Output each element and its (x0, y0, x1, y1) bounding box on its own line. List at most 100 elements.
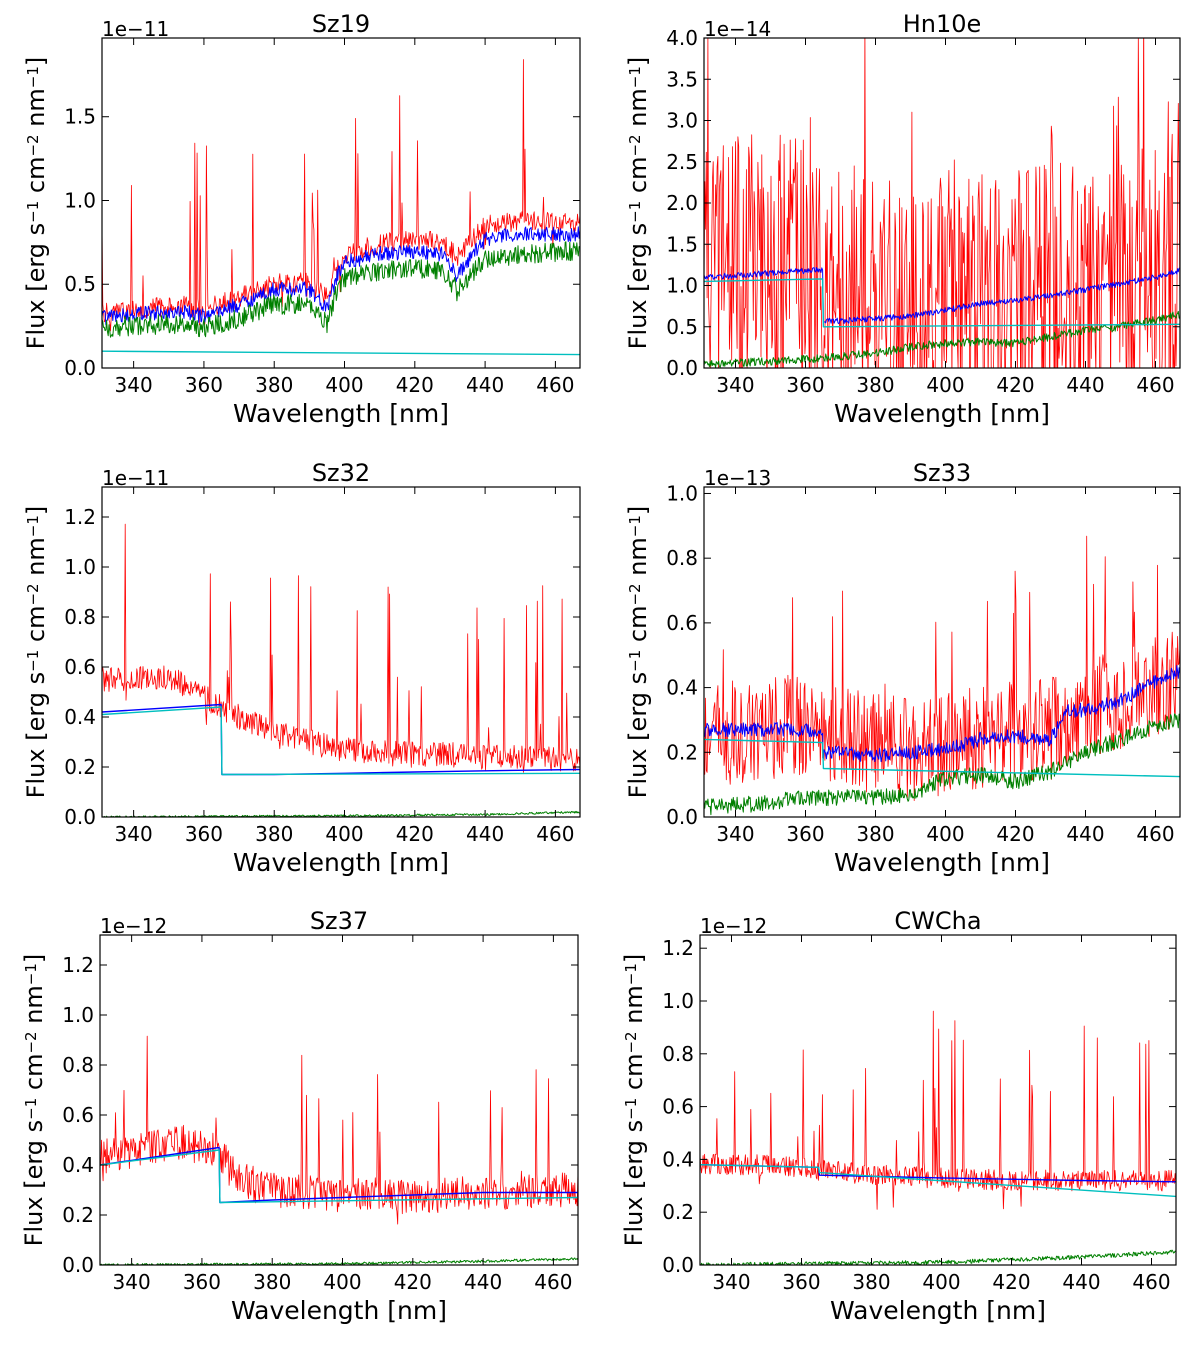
x-tick-label: 420 (396, 373, 434, 397)
series-line-observed (102, 523, 580, 773)
offset-text: 1e−12 (100, 914, 167, 938)
y-tick-label: 0.2 (62, 1203, 94, 1227)
y-tick-label: 0.0 (64, 805, 96, 829)
y-tick-label: 2.0 (666, 191, 698, 215)
chart-title: Hn10e (903, 10, 982, 38)
x-tick-label: 360 (183, 1270, 221, 1294)
chart-panel-cwcha: 340 360 380 400 420 440 460 0.0 0.2 0.4 0.6 0.8 1.0 1… (620, 907, 1177, 1325)
x-tick-label: 460 (534, 1270, 572, 1294)
y-axis-label: Flux [erg s−1 cm−2 nm−1] (22, 57, 50, 350)
series-line-model (102, 226, 580, 326)
y-tick-label: 2.5 (666, 150, 698, 174)
x-tick-label: 420 (992, 1270, 1030, 1294)
series-line-observed (704, 535, 1180, 801)
chart-title: Sz37 (310, 907, 368, 935)
x-tick-label: 440 (466, 373, 504, 397)
plot-area (102, 523, 580, 817)
y-tick-label: 0.2 (64, 755, 96, 779)
x-tick-label: 440 (464, 1270, 502, 1294)
series-line-template (102, 241, 580, 338)
plot-area (704, 38, 1180, 368)
chart-title: Sz32 (312, 459, 370, 487)
plot-area (100, 1035, 578, 1265)
x-tick-label: 380 (255, 822, 293, 846)
y-tick-label: 1.0 (666, 274, 698, 298)
y-tick-label: 0.0 (666, 356, 698, 380)
y-tick-label: 0.6 (62, 1103, 94, 1127)
plot-area (704, 535, 1180, 816)
y-tick-label: 0.0 (62, 1253, 94, 1277)
x-tick-label: 340 (115, 373, 153, 397)
y-tick-label: 0.2 (662, 1200, 694, 1224)
x-tick-label: 400 (323, 1270, 361, 1294)
series-line-template (704, 713, 1180, 816)
y-tick-label: 0.5 (666, 315, 698, 339)
offset-text: 1e−12 (700, 914, 767, 938)
x-tick-label: 460 (1136, 373, 1174, 397)
y-tick-label: 0.5 (64, 272, 96, 296)
y-tick-label: 3.0 (666, 109, 698, 133)
series-line-observed (704, 38, 1180, 368)
x-tick-label: 360 (786, 373, 824, 397)
y-tick-label: 1.2 (64, 505, 96, 529)
y-axis-label: Flux [erg s−1 cm−2 nm−1] (22, 506, 50, 799)
x-tick-label: 380 (255, 373, 293, 397)
y-tick-label: 0.4 (666, 676, 698, 700)
y-tick-label: 0.8 (662, 1042, 694, 1066)
x-tick-label: 440 (1066, 822, 1104, 846)
y-tick-label: 0.8 (666, 546, 698, 570)
series-line-slab (100, 1149, 578, 1204)
chart-panel-sz32: 340 360 380 400 420 440 460 0.0 0.2 0.4 0.6 0.8 1.0 1… (22, 459, 581, 877)
x-tick-label: 380 (856, 822, 894, 846)
plot-area (700, 1010, 1176, 1265)
y-tick-label: 1.5 (666, 232, 698, 256)
y-axis-label: Flux [erg s−1 cm−2 nm−1] (624, 506, 652, 799)
y-tick-label: 0.4 (62, 1153, 94, 1177)
x-tick-label: 440 (466, 822, 504, 846)
series-line-slab (704, 738, 1180, 778)
axes-frame (101, 486, 581, 818)
series-line-slab (102, 350, 580, 356)
y-tick-label: 0.8 (62, 1053, 94, 1077)
chart-panel-hn10e: 340 360 380 400 420 440 460 0.0 0.5 1.0 1.5 2.0 2.5 3… (624, 10, 1181, 428)
x-tick-label: 400 (922, 1270, 960, 1294)
x-axis-label: Wavelength [nm] (231, 1296, 447, 1325)
x-tick-label: 420 (396, 822, 434, 846)
offset-text: 1e−14 (704, 17, 771, 41)
x-tick-label: 380 (856, 373, 894, 397)
x-tick-label: 440 (1062, 1270, 1100, 1294)
y-tick-label: 0.2 (666, 740, 698, 764)
x-tick-label: 360 (786, 822, 824, 846)
x-tick-label: 440 (1066, 373, 1104, 397)
y-tick-label: 0.4 (662, 1147, 694, 1171)
x-axis-label: Wavelength [nm] (834, 399, 1050, 428)
series-line-slab (700, 1164, 1176, 1198)
x-tick-label: 460 (1132, 1270, 1170, 1294)
y-tick-label: 0.0 (64, 356, 96, 380)
y-tick-label: 4.0 (666, 26, 698, 50)
x-tick-label: 360 (185, 373, 223, 397)
x-tick-label: 400 (926, 822, 964, 846)
chart-title: Sz19 (312, 10, 370, 38)
x-tick-label: 460 (536, 822, 574, 846)
x-tick-label: 400 (325, 373, 363, 397)
series-line-slab (704, 278, 1180, 328)
plot-area (102, 59, 580, 356)
y-tick-label: 1.0 (64, 188, 96, 212)
x-tick-label: 380 (852, 1270, 890, 1294)
x-tick-label: 340 (113, 1270, 151, 1294)
offset-text: 1e−11 (102, 466, 169, 490)
y-tick-label: 0.6 (666, 611, 698, 635)
series-line-model (704, 267, 1180, 325)
chart-title: Sz33 (913, 459, 971, 487)
y-tick-label: 0.6 (64, 655, 96, 679)
x-tick-label: 460 (536, 373, 574, 397)
y-tick-label: 1.0 (62, 1003, 94, 1027)
x-axis-label: Wavelength [nm] (834, 848, 1050, 877)
y-tick-label: 0.0 (666, 805, 698, 829)
series-line-template (700, 1249, 1176, 1265)
x-axis-label: Wavelength [nm] (233, 848, 449, 877)
y-axis-label: Flux [erg s−1 cm−2 nm−1] (20, 954, 48, 1247)
x-tick-label: 340 (716, 373, 754, 397)
